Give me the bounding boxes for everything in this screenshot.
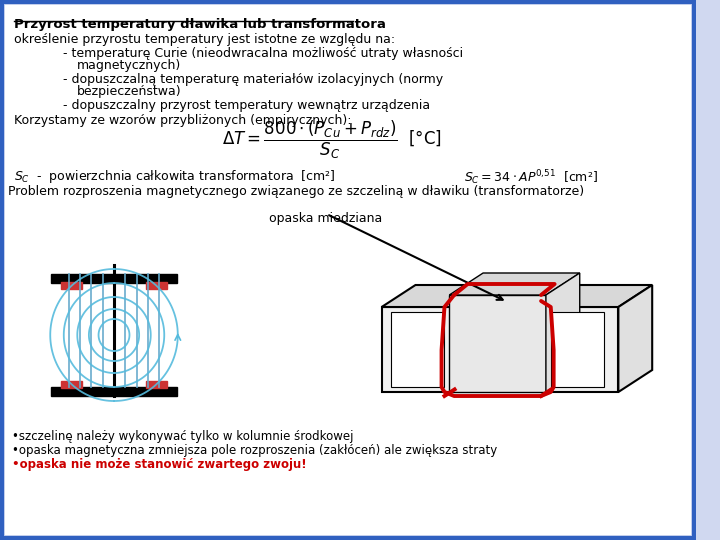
Polygon shape [449,295,546,392]
Text: $\Delta T = \dfrac{800 \cdot (P_{Cu} + P_{rdz})}{S_C}$  [°C]: $\Delta T = \dfrac{800 \cdot (P_{Cu} + P… [222,119,442,161]
Polygon shape [546,273,580,392]
Polygon shape [382,307,618,392]
Text: $S_C = 34 \cdot AP^{0{,}51}$  [cm²]: $S_C = 34 \cdot AP^{0{,}51}$ [cm²] [464,168,598,187]
Bar [146,282,167,289]
Text: •opaska nie może stanowić zwartego zwoju!: •opaska nie może stanowić zwartego zwoju… [12,458,306,471]
Bar [51,387,177,396]
Polygon shape [449,273,580,295]
Bar [61,282,82,289]
Text: opaska miedziana: opaska miedziana [269,212,382,225]
Text: - dopuszczalny przyrost temperatury wewnątrz urządzenia: - dopuszczalny przyrost temperatury wewn… [63,99,430,112]
Text: bezpieczeństwa): bezpieczeństwa) [77,85,182,98]
Bar [51,274,177,283]
Polygon shape [382,285,652,307]
Text: - temperaturę Curie (nieodwracalna możliwość utraty własności: - temperaturę Curie (nieodwracalna możli… [63,47,463,60]
Bar [146,381,167,388]
Text: - dopuszczalną temperaturę materiałów izolacyjnych (normy: - dopuszczalną temperaturę materiałów iz… [63,73,443,86]
Text: magnetycznych): magnetycznych) [77,59,181,72]
Text: Przyrost temperatury dławika lub transformatora: Przyrost temperatury dławika lub transfo… [14,18,387,31]
Text: określenie przyrostu temperatury jest istotne ze względu na:: określenie przyrostu temperatury jest is… [14,33,395,46]
Text: •szczelinę należy wykonywać tylko w kolumnie środkowej: •szczelinę należy wykonywać tylko w kolu… [12,430,353,443]
Text: •opaska magnetyczna zmniejsza pole rozproszenia (zakłóceń) ale zwiększa straty: •opaska magnetyczna zmniejsza pole rozpr… [12,444,497,457]
Text: Problem rozproszenia magnetycznego związanego ze szczeliną w dławiku (transforma: Problem rozproszenia magnetycznego związ… [8,185,584,198]
Text: $S_C$  -  powierzchnia całkowita transformatora  [cm²]: $S_C$ - powierzchnia całkowita transform… [14,168,336,185]
Bar [61,381,82,388]
Polygon shape [618,285,652,392]
Text: Korzystamy ze wzorów przybliżonych (empirycznych):: Korzystamy ze wzorów przybliżonych (empi… [14,114,352,127]
Bar [391,312,444,387]
Bar [551,312,604,387]
